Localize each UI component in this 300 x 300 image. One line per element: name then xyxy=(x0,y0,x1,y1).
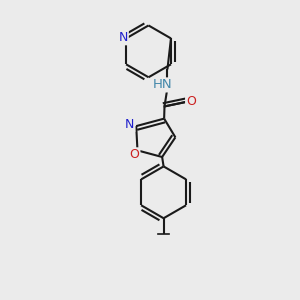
Text: O: O xyxy=(130,148,140,161)
Text: N: N xyxy=(118,31,128,44)
Text: HN: HN xyxy=(152,78,172,92)
Text: N: N xyxy=(125,118,134,131)
Text: O: O xyxy=(186,95,196,108)
